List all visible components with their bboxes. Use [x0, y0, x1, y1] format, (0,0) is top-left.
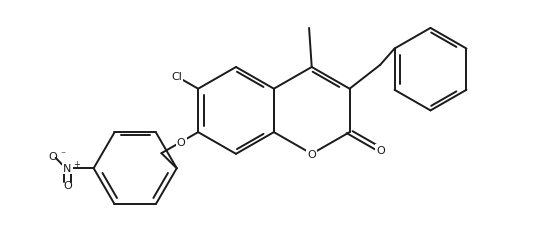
Text: N: N: [63, 164, 72, 173]
Text: Cl: Cl: [171, 72, 182, 82]
Text: ⁻: ⁻: [61, 150, 66, 160]
Text: O: O: [307, 149, 316, 159]
Text: O: O: [177, 137, 185, 147]
Text: O: O: [63, 180, 72, 190]
Text: O: O: [376, 145, 385, 155]
Text: O: O: [49, 151, 57, 161]
Text: +: +: [73, 159, 80, 168]
